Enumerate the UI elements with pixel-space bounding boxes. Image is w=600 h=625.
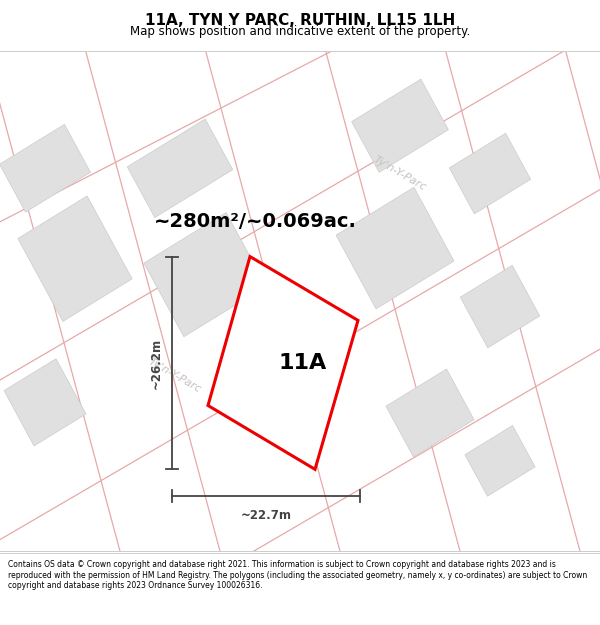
Text: 11A, TYN Y PARC, RUTHIN, LL15 1LH: 11A, TYN Y PARC, RUTHIN, LL15 1LH	[145, 12, 455, 28]
Text: ~26.2m: ~26.2m	[149, 338, 163, 389]
Polygon shape	[465, 426, 535, 496]
Text: Map shows position and indicative extent of the property.: Map shows position and indicative extent…	[130, 26, 470, 39]
Text: Ty'n-Y-Parc: Ty'n-Y-Parc	[147, 357, 203, 395]
Polygon shape	[0, 124, 91, 212]
Polygon shape	[4, 359, 86, 446]
Polygon shape	[460, 265, 540, 348]
Text: Ty'n-Y-Parc: Ty'n-Y-Parc	[372, 154, 428, 192]
Polygon shape	[449, 133, 530, 214]
Text: 11A: 11A	[278, 353, 327, 373]
Polygon shape	[336, 188, 454, 309]
Polygon shape	[208, 257, 358, 469]
Polygon shape	[18, 196, 132, 321]
Polygon shape	[352, 79, 448, 172]
Text: ~22.7m: ~22.7m	[241, 509, 292, 522]
Polygon shape	[144, 213, 266, 337]
Polygon shape	[386, 369, 474, 457]
Polygon shape	[127, 119, 233, 218]
Text: Contains OS data © Crown copyright and database right 2021. This information is : Contains OS data © Crown copyright and d…	[8, 560, 587, 590]
Text: ~280m²/~0.069ac.: ~280m²/~0.069ac.	[154, 212, 356, 231]
